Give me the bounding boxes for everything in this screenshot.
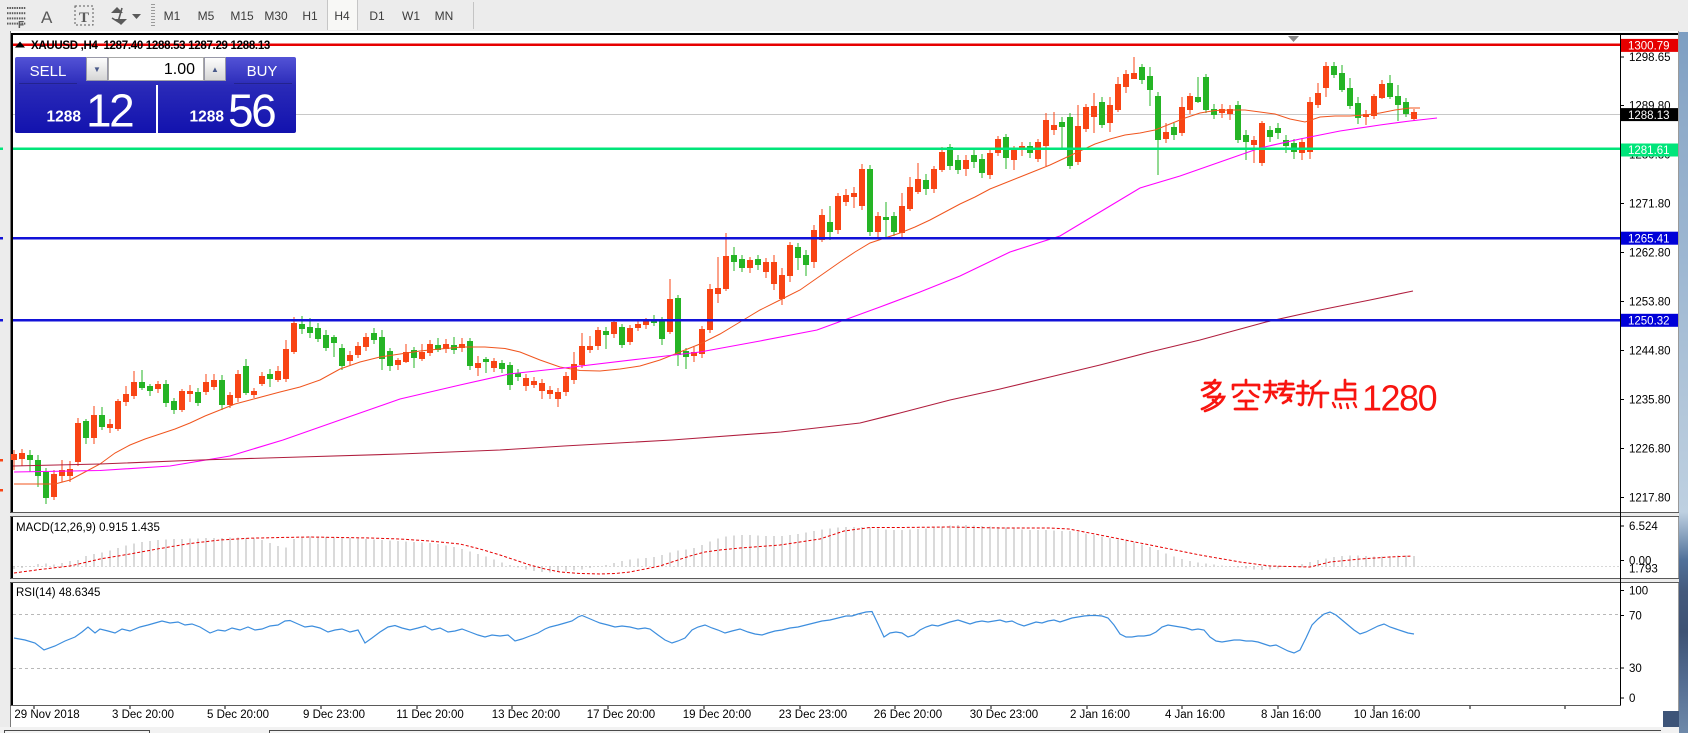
svg-text:100: 100 [1629,586,1648,598]
svg-text:23 Dec 23:00: 23 Dec 23:00 [779,709,847,721]
svg-text:3 Dec 20:00: 3 Dec 20:00 [112,709,174,721]
svg-text:1262.80: 1262.80 [1629,247,1671,259]
svg-text:56: 56 [228,85,275,134]
svg-text:19 Dec 20:00: 19 Dec 20:00 [683,709,751,721]
svg-text:A: A [41,8,53,27]
svg-text:1253.80: 1253.80 [1629,296,1671,308]
svg-text:1288: 1288 [190,109,225,126]
svg-text:70: 70 [1629,611,1642,623]
svg-text:12: 12 [86,85,133,134]
svg-text:1.793: 1.793 [1629,564,1658,576]
svg-text:1271.80: 1271.80 [1629,198,1671,210]
svg-text:1250.32: 1250.32 [1628,316,1670,328]
svg-text:0: 0 [1629,693,1635,705]
svg-text:1281.61: 1281.61 [1628,145,1670,157]
svg-text:30 Dec 23:00: 30 Dec 23:00 [970,709,1038,721]
svg-text:1235.80: 1235.80 [1629,394,1671,406]
svg-text:1280: 1280 [1362,378,1437,419]
svg-text:5 Dec 20:00: 5 Dec 20:00 [207,709,269,721]
svg-text:30: 30 [1629,663,1642,675]
svg-text:0.00: 0.00 [1629,556,1651,568]
svg-text:SELL: SELL [30,63,67,80]
svg-text:1217.80: 1217.80 [1629,492,1671,504]
svg-text:1265.41: 1265.41 [1628,233,1670,245]
svg-text:8 Jan 16:00: 8 Jan 16:00 [1261,709,1321,721]
svg-text:MACD(12,26,9) 0.915 1.435: MACD(12,26,9) 0.915 1.435 [16,522,160,534]
svg-text:2 Jan 16:00: 2 Jan 16:00 [1070,709,1130,721]
svg-text:9 Dec 23:00: 9 Dec 23:00 [303,709,365,721]
svg-text:4 Jan 16:00: 4 Jan 16:00 [1165,709,1225,721]
svg-text:1300.79: 1300.79 [1628,41,1670,53]
svg-text:BUY: BUY [247,63,278,80]
svg-text:1288.13: 1288.13 [1628,110,1670,122]
svg-text:11 Dec 20:00: 11 Dec 20:00 [396,709,464,721]
svg-text:1244.80: 1244.80 [1629,345,1671,357]
svg-text:RSI(14) 48.6345: RSI(14) 48.6345 [16,587,100,599]
svg-text:1226.80: 1226.80 [1629,443,1671,455]
svg-text:6.524: 6.524 [1629,521,1658,533]
svg-text:29 Nov 2018: 29 Nov 2018 [14,709,79,721]
svg-text:1298.65: 1298.65 [1629,52,1671,64]
svg-text:T: T [79,10,89,26]
svg-text:XAUUSD ,H4 1287.40 1288.53 12: XAUUSD ,H4 1287.40 1288.53 1287.29 1288.… [31,40,270,52]
svg-text:17 Dec 20:00: 17 Dec 20:00 [587,709,655,721]
svg-text:13 Dec 20:00: 13 Dec 20:00 [492,709,560,721]
svg-text:F: F [18,20,24,31]
svg-text:10 Jan 16:00: 10 Jan 16:00 [1354,709,1421,721]
svg-text:26 Dec 20:00: 26 Dec 20:00 [874,709,942,721]
svg-text:1288: 1288 [47,109,82,126]
